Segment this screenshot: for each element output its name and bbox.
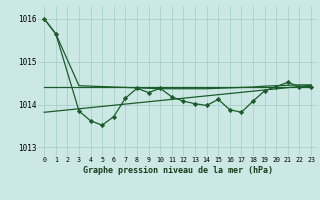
X-axis label: Graphe pression niveau de la mer (hPa): Graphe pression niveau de la mer (hPa) (83, 166, 273, 175)
